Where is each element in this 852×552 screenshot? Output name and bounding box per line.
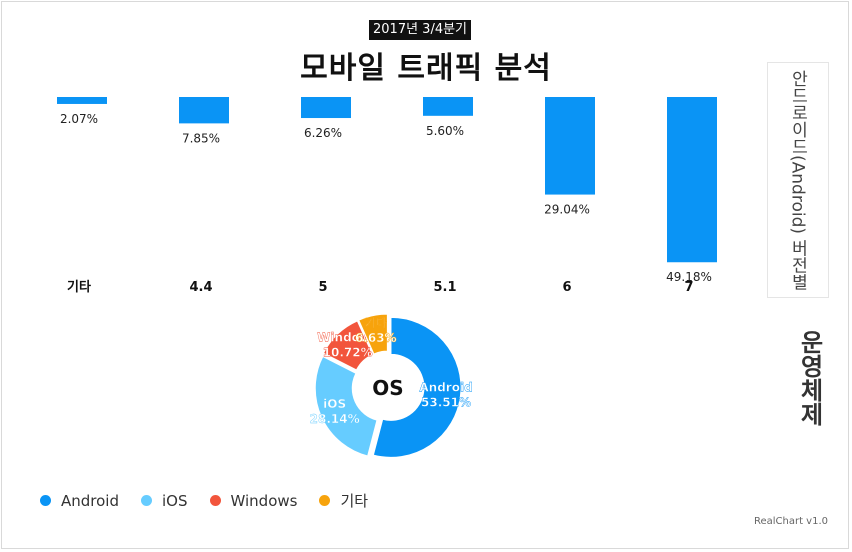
category-label-2: 5 [318, 280, 327, 295]
donut-slice-3 [358, 313, 388, 355]
slice-value-label-1: 28.14% [310, 412, 360, 426]
legend-label: Windows [230, 491, 298, 510]
legend-label: Android [61, 491, 119, 510]
bar-2 [301, 97, 351, 119]
legend-item-0[interactable]: Android [40, 492, 119, 510]
pie-side-title: 운영체제 [795, 330, 824, 426]
category-label-4: 6 [562, 280, 571, 295]
slice-name-label-3: 기타 [365, 315, 387, 330]
legend-item-1[interactable]: iOS [141, 492, 188, 510]
bar-value-label-2: 6.26% [304, 126, 342, 140]
bar-value-label-0: 2.07% [60, 112, 98, 126]
slice-name-label-2: Windows [317, 331, 378, 345]
category-label-1: 4.4 [189, 280, 212, 295]
legend: Android iOS Windows 기타 [40, 490, 390, 511]
credit: RealChart v1.0 [753, 516, 828, 527]
legend-item-2[interactable]: Windows [209, 491, 298, 510]
bar-value-label-5: 49.18% [666, 270, 712, 284]
category-label-3: 5.1 [433, 280, 456, 295]
bar-0 [57, 97, 107, 104]
legend-marker [141, 495, 152, 506]
donut-slice-1 [314, 355, 378, 457]
bar-side-title-wrap: 안드로이드(Android) 버전별 [767, 62, 829, 298]
pie-side-title-wrap: 운영체제 [790, 330, 830, 450]
bar-side-title-box [767, 62, 829, 298]
slice-name-label-0: Android [419, 380, 472, 394]
bar-3 [423, 97, 473, 116]
category-label-5: 7 [684, 280, 693, 295]
legend-label: 기타 [340, 492, 369, 510]
donut-center-label: OS [372, 376, 403, 400]
slice-value-label-3: 6.63% [355, 331, 397, 345]
category-label-0: 기타 [67, 279, 91, 295]
android-version-bar-chart: 2.07% 기타 7.85% 4.4 6.26% 5 5.60% 5.1 29.04% 6 49.1… [57, 97, 717, 295]
bar-value-label-3: 5.60% [426, 124, 464, 138]
legend-marker [40, 495, 51, 506]
slice-name-label-1: iOS [323, 397, 346, 411]
chart-subtitle: 2017년 3/4분기 [369, 20, 472, 40]
legend-item-3[interactable]: 기타 [319, 490, 368, 511]
donut-slice-0 [372, 316, 462, 458]
bar-4 [545, 97, 595, 195]
chart-title: 모바일 트래픽 분석 [300, 51, 552, 86]
legend-label: iOS [162, 491, 188, 510]
legend-marker [319, 495, 331, 506]
slice-value-label-0: 53.51% [421, 395, 471, 409]
slice-value-label-2: 10.72% [323, 346, 373, 360]
bar-side-title: 안드로이드(Android) 버전별 [787, 69, 808, 291]
bar-1 [179, 97, 229, 124]
donut-slice-2 [322, 320, 374, 371]
bar-value-label-4: 29.04% [544, 203, 590, 217]
bar-value-label-1: 7.85% [182, 131, 220, 145]
bar-5 [667, 97, 717, 263]
legend-marker [209, 495, 221, 506]
